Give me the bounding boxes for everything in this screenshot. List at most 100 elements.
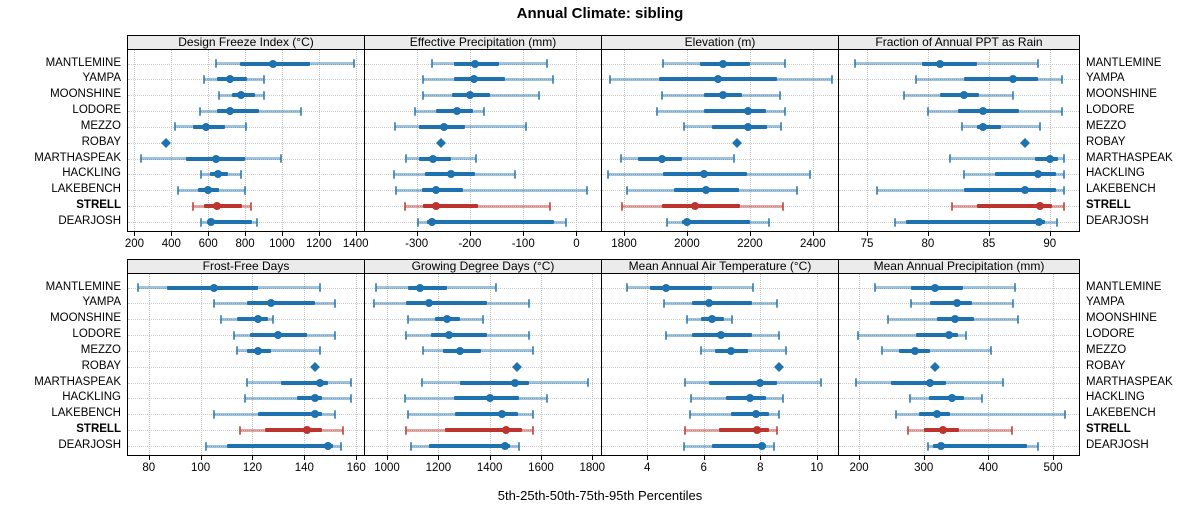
median-dot	[932, 410, 941, 419]
whisker-cap	[263, 90, 266, 100]
whisker-cap	[422, 90, 425, 100]
range-25th-75th	[682, 220, 750, 224]
x-gridline	[867, 50, 869, 231]
whisker-cap	[830, 74, 833, 84]
whisker-cap	[475, 154, 478, 164]
site-label-dearjosh: DEARJOSH	[1086, 439, 1149, 451]
row-gridline	[365, 287, 601, 289]
whisker-cap	[551, 74, 554, 84]
whisker-cap	[339, 441, 342, 451]
whisker-cap	[909, 298, 912, 308]
median-dot	[469, 75, 478, 84]
site-label-lakebench: LAKEBENCH	[51, 183, 121, 196]
whisker-cap	[1037, 441, 1040, 451]
site-label-robay: ROBAY	[1086, 135, 1126, 148]
whisker-cap	[334, 409, 337, 419]
whisker-cap	[421, 346, 424, 356]
x-gridline	[416, 50, 418, 231]
x-tick-label: 2200	[737, 238, 763, 250]
whisker-cap	[1010, 425, 1013, 435]
whisker-cap	[422, 74, 425, 84]
single-value-diamond	[511, 361, 522, 372]
range-25th-75th	[460, 380, 530, 385]
median-dot	[936, 59, 945, 68]
median-dot	[206, 218, 215, 226]
median-dot	[204, 186, 213, 195]
x-tick-mark	[148, 456, 150, 460]
whisker-cap	[894, 217, 897, 227]
whisker-cap	[880, 346, 883, 356]
range-25th-75th	[226, 444, 333, 448]
chart-title: Annual Climate: sibling	[516, 5, 684, 22]
whisker-cap	[752, 283, 755, 292]
x-gridline	[1049, 50, 1051, 231]
site-label-yampa: YAMPA	[82, 296, 121, 309]
median-dot	[310, 394, 319, 403]
x-tick-mark	[816, 456, 818, 460]
whisker-cap	[731, 314, 733, 324]
whisker-cap	[482, 314, 485, 324]
panel-plot-design-freeze-index-c	[127, 49, 365, 232]
row-gridline	[365, 158, 601, 160]
range-25th-75th	[429, 444, 511, 448]
x-tick-label: 4	[644, 462, 651, 474]
whisker-cap	[191, 201, 194, 211]
median-dot	[485, 394, 494, 403]
whisker-cap	[1013, 283, 1016, 292]
whisker-cap	[914, 74, 917, 84]
x-tick-mark	[1049, 232, 1051, 236]
median-dot	[756, 378, 765, 387]
x-tick-label: 200	[124, 238, 145, 250]
site-label-marthaspeak: MARTHASPEAK	[34, 151, 121, 164]
median-dot	[744, 122, 753, 131]
site-label-strell: STRELL	[1086, 199, 1131, 212]
whisker-cap	[773, 441, 776, 451]
range-25th-75th	[296, 396, 323, 401]
x-tick-mark	[988, 232, 990, 236]
range-25th-75th	[915, 333, 959, 338]
x-gridline	[592, 274, 594, 455]
whisker-cap	[796, 185, 799, 195]
range-25th-75th	[976, 204, 1053, 209]
single-value-diamond	[773, 361, 784, 372]
median-dot	[690, 202, 699, 211]
x-tick-label: -200	[458, 238, 482, 250]
x-tick-label: 600	[198, 238, 218, 250]
median-dot	[511, 378, 520, 387]
x-tick-label: 400	[161, 238, 181, 250]
whisker-cap	[272, 314, 275, 324]
row-gridline	[839, 382, 1079, 384]
whisker-cap	[607, 169, 610, 179]
range-25th-75th	[958, 109, 1020, 114]
panel-plot-growing-degree-days-c	[364, 273, 602, 456]
range-25th-75th	[661, 204, 741, 209]
panel-header-design-freeze-index-c: Design Freeze Index (°C)	[127, 35, 365, 49]
whisker-cap	[682, 122, 685, 132]
range-5th-95th	[881, 349, 991, 353]
median-dot	[1021, 186, 1030, 195]
median-dot	[978, 122, 987, 131]
range-25th-75th	[650, 285, 713, 290]
x-tick-mark	[171, 232, 173, 236]
x-gridline	[171, 50, 173, 231]
median-dot	[310, 410, 319, 419]
whisker-cap	[198, 106, 201, 116]
site-label-robay: ROBAY	[81, 135, 121, 148]
whisker-cap	[1056, 217, 1059, 227]
site-label-moonshine: MOONSHINE	[50, 88, 121, 101]
range-25th-75th	[928, 396, 965, 401]
x-tick-label: 800	[235, 238, 255, 250]
x-gridline	[859, 274, 861, 455]
whisker-cap	[235, 346, 238, 356]
row-gridline	[128, 398, 364, 400]
whisker-cap	[212, 409, 215, 419]
x-tick-mark	[923, 456, 925, 460]
whisker-cap	[778, 90, 781, 100]
x-tick-label: 100	[191, 462, 211, 474]
x-tick-mark	[988, 456, 990, 460]
row-gridline	[839, 142, 1079, 144]
row-gridline	[365, 206, 601, 208]
whisker-cap	[875, 185, 878, 195]
range-25th-75th	[407, 285, 448, 290]
